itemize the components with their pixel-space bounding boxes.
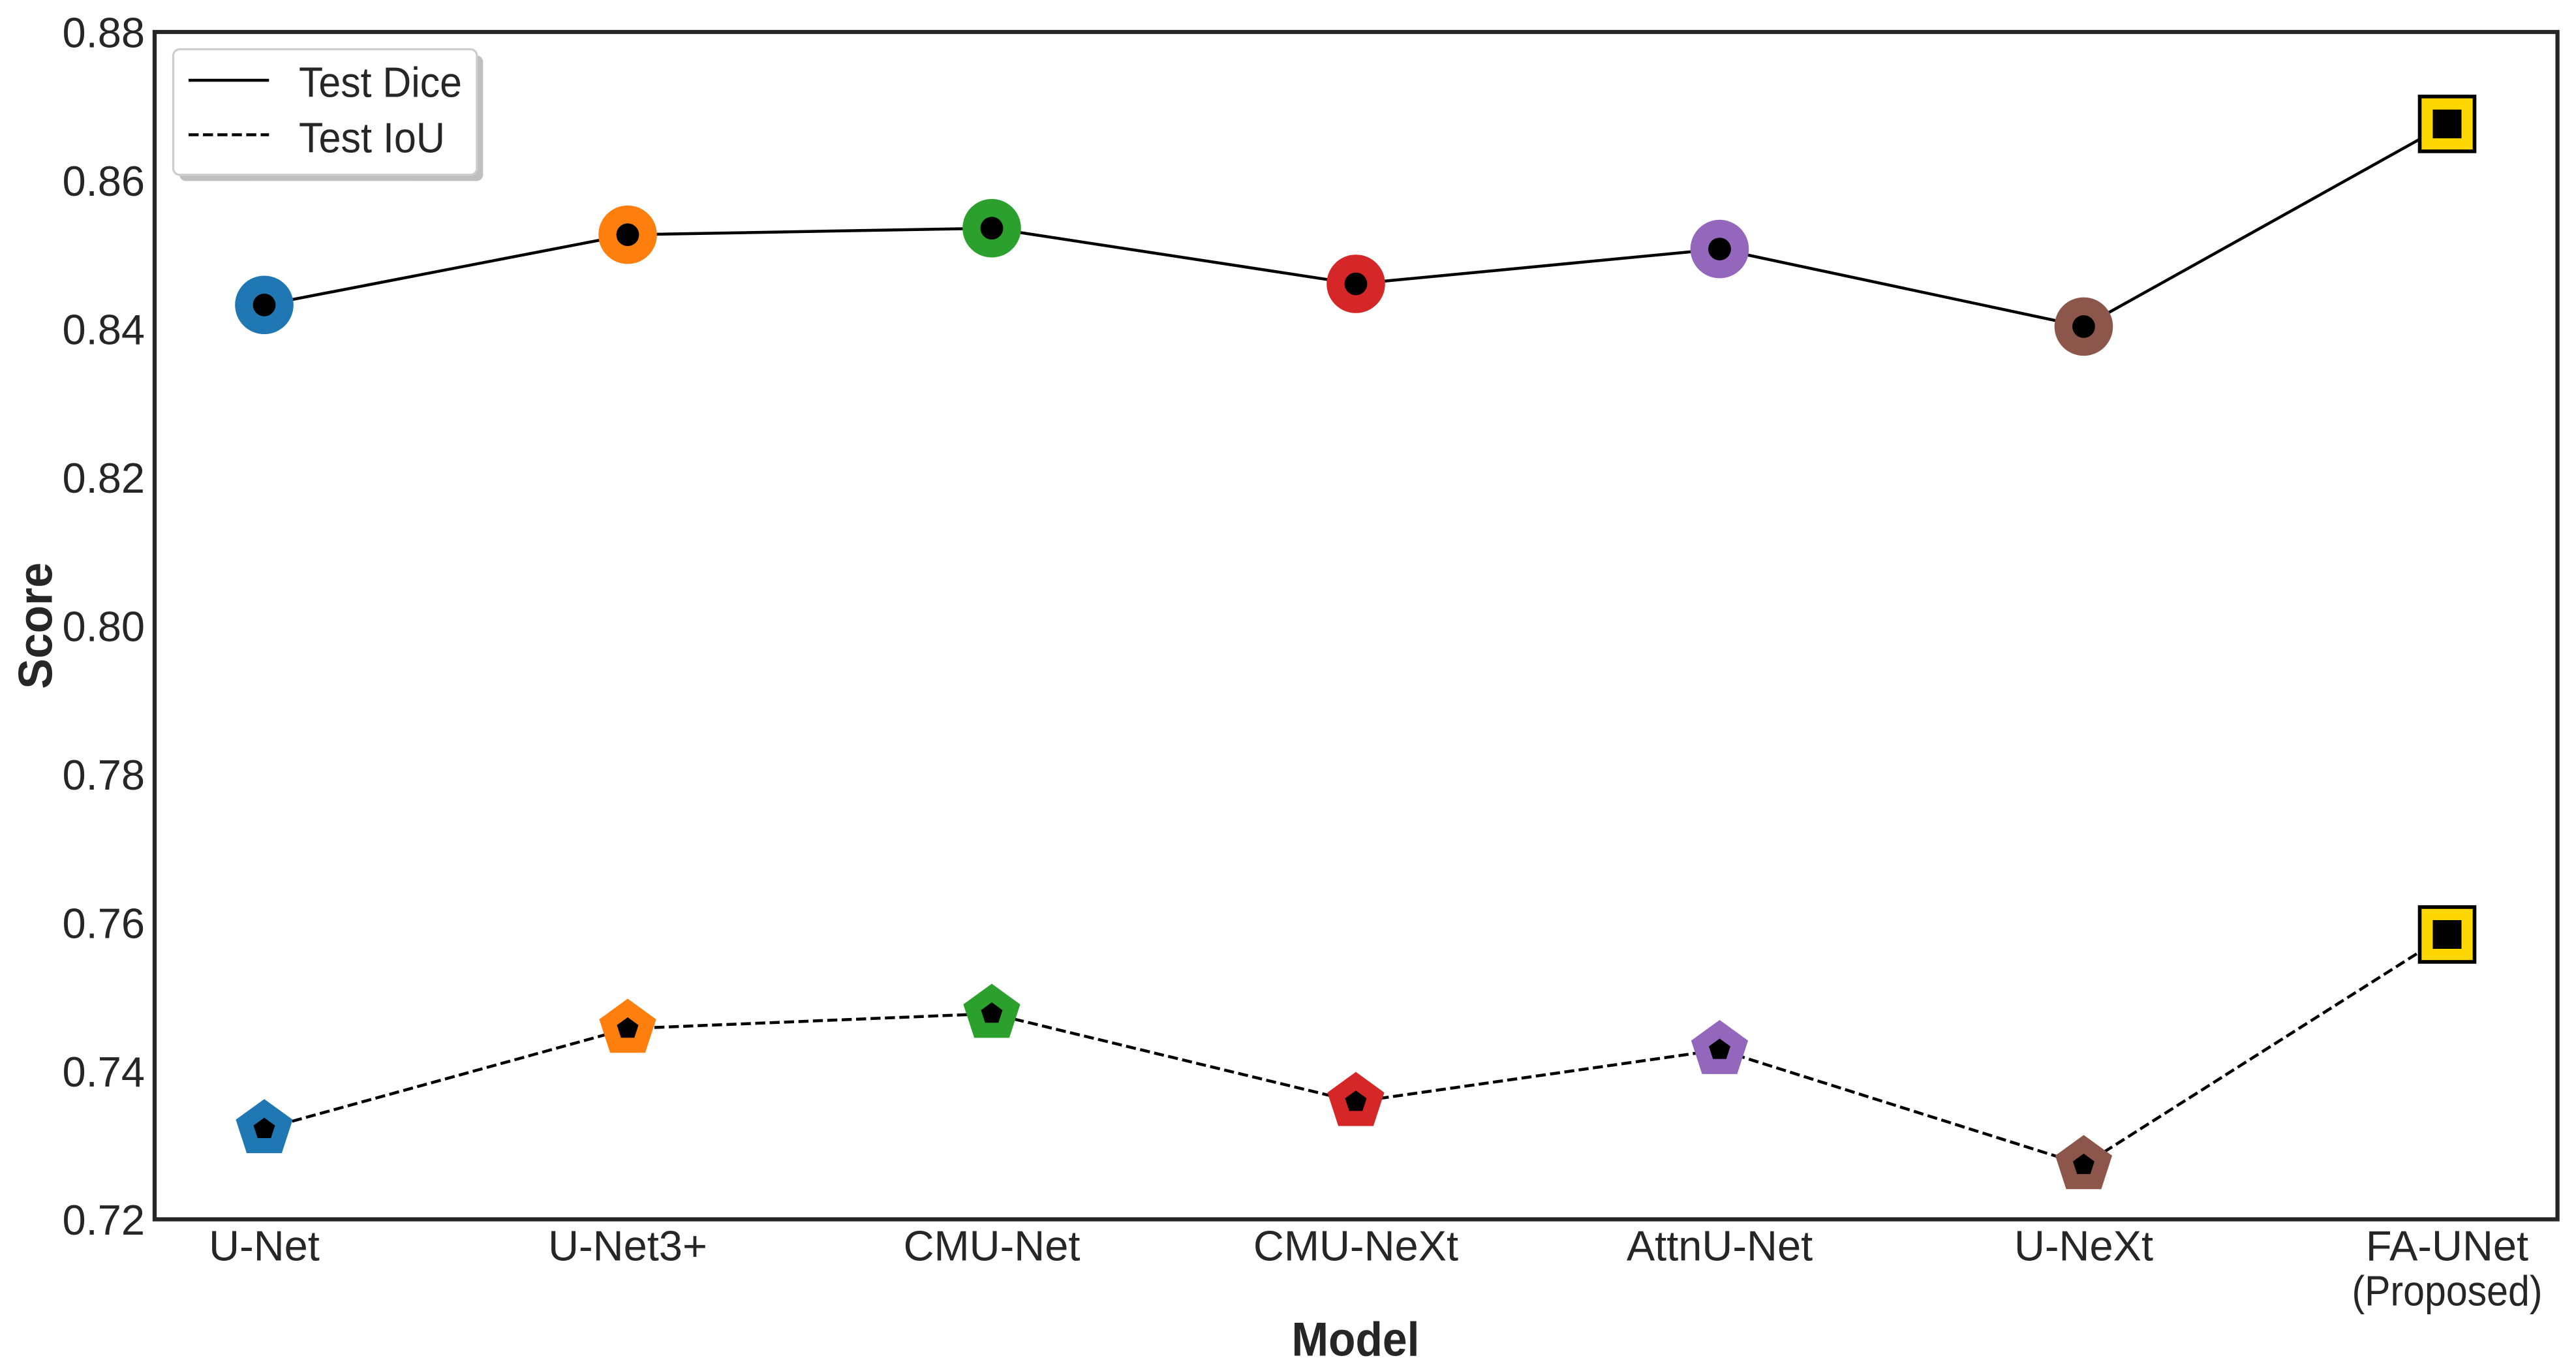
- svg-text:0.84: 0.84: [62, 306, 145, 354]
- svg-text:FA-UNet: FA-UNet: [2366, 1222, 2528, 1269]
- svg-text:0.74: 0.74: [62, 1048, 145, 1096]
- svg-text:0.88: 0.88: [62, 9, 145, 57]
- svg-text:Score: Score: [9, 563, 62, 689]
- svg-text:0.76: 0.76: [62, 899, 145, 947]
- svg-text:0.82: 0.82: [62, 454, 145, 502]
- svg-text:CMU-NeXt: CMU-NeXt: [1253, 1222, 1458, 1269]
- svg-text:0.72: 0.72: [62, 1196, 145, 1244]
- svg-text:U-Net3+: U-Net3+: [548, 1222, 707, 1269]
- svg-text:0.80: 0.80: [62, 603, 145, 651]
- svg-text:Model: Model: [1292, 1313, 1420, 1358]
- svg-text:0.78: 0.78: [62, 751, 145, 799]
- svg-text:U-NeXt: U-NeXt: [2014, 1222, 2153, 1269]
- svg-text:U-Net: U-Net: [209, 1222, 320, 1269]
- svg-text:Test IoU: Test IoU: [299, 114, 445, 161]
- svg-text:CMU-Net: CMU-Net: [904, 1222, 1081, 1269]
- svg-text:Test Dice: Test Dice: [299, 59, 462, 106]
- svg-text:AttnU-Net: AttnU-Net: [1627, 1222, 1813, 1269]
- svg-text:0.86: 0.86: [62, 157, 145, 205]
- svg-text:(Proposed): (Proposed): [2352, 1267, 2543, 1315]
